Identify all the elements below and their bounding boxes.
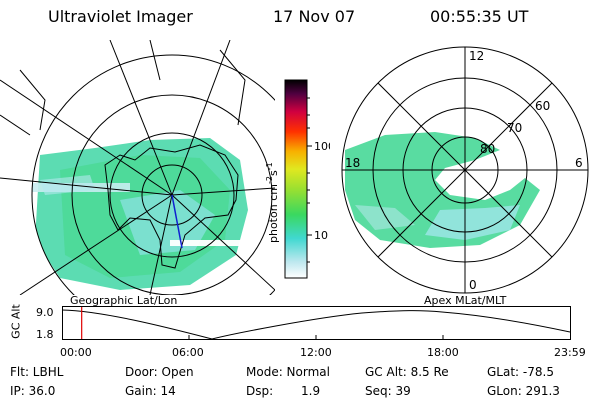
altitude-ymax: 9.0 [36,306,54,319]
mode-info: Mode: Normal [246,365,330,379]
colorbar-unit-label: photon cm-2s-1 [265,162,280,243]
altitude-curve [62,309,571,340]
longitude-lines [0,40,275,295]
gc-alt-info: GC Alt: 8.5 Re [365,365,449,379]
mlat-label-80: 80 [480,142,495,156]
ip-info: IP: 36.0 [10,384,56,398]
seq-info: Seq: 39 [365,384,411,398]
xtick-2359: 23:59 [554,346,586,359]
latitude-circles [31,54,275,295]
altitude-xticks [188,335,444,340]
colorbar-tick-100: 100 [314,140,330,153]
dsp-label: Dsp: [246,384,274,398]
mlt-label-18: 18 [345,156,360,170]
glat-info: GLat: -78.5 [487,365,554,379]
color-scale-gradient [284,79,308,279]
mlt-label-0: 0 [469,278,477,292]
time-label: 00:55:35 UT [430,7,529,26]
altitude-plot [62,306,571,340]
geographic-map [0,40,275,295]
filter-info: Flt: LBHL [10,365,64,379]
track-line [171,194,183,249]
door-info: Door: Open [125,365,194,379]
colorbar-ticks [307,97,312,263]
mlt-label-12: 12 [469,49,484,63]
date-label: 17 Nov 07 [273,7,356,26]
mlat-label-60: 60 [535,99,550,113]
coastline-fragments [0,40,246,136]
left-map-caption: Geographic Lat/Lon [70,294,178,307]
dsp-value: 1.9 [301,384,321,398]
mlt-lines [342,47,588,293]
xtick-0600: 06:00 [172,346,204,359]
glon-info: GLon: 291.3 [487,384,560,398]
mlt-label-6: 6 [575,156,583,170]
xtick-0000: 00:00 [60,346,92,359]
app-title: Ultraviolet Imager [48,7,193,26]
xtick-1200: 12:00 [300,346,332,359]
mlat-label-70: 70 [507,121,522,135]
altitude-ymin: 1.8 [36,328,54,341]
xtick-1800: 18:00 [427,346,459,359]
colorbar-tick-10: 10 [314,229,328,242]
altitude-ylabel: GC Alt [9,304,23,339]
gain-info: Gain: 14 [125,384,176,398]
antarctica-outline [104,144,239,269]
color-bar: 100 10 photon cm-2s-1 [265,79,330,279]
altitude-plot-frame [62,306,571,340]
right-map-caption: Apex MLat/MLT [424,294,507,307]
aurora-image-right [345,132,540,248]
apex-map: 12 18 6 0 60 70 80 [341,46,589,294]
